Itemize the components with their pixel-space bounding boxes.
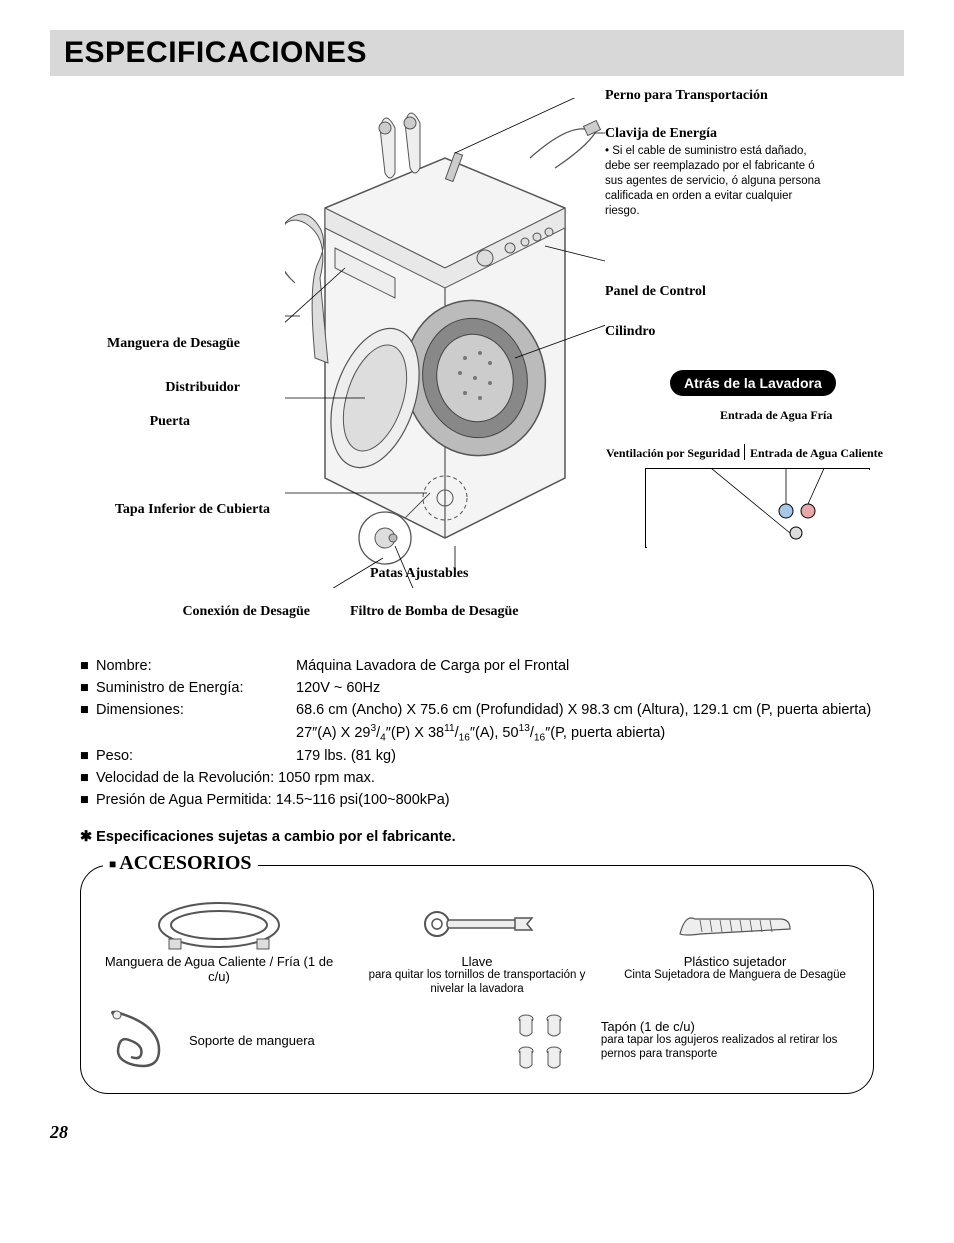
callout-panel: Panel de Control [605, 284, 706, 300]
accessories-box: ACCESORIOS Manguera de Agua Caliente / F… [80, 865, 874, 1094]
rear-diagram-svg [646, 469, 871, 549]
plug-icon [503, 1005, 583, 1075]
diagram-area: Perno para Transportación Clavija de Ene… [50, 88, 904, 648]
callout-manguera: Manguera de Desagüe [50, 336, 240, 352]
hose-icon [99, 894, 339, 954]
callout-distribuidor: Distribuidor [50, 380, 240, 396]
spec-velocidad: ■ Velocidad de la Revolución: 1050 rpm m… [80, 768, 874, 790]
rear-fria: Entrada de Agua Fría [720, 408, 832, 423]
callout-tapa: Tapa Inferior de Cubierta [50, 502, 270, 518]
acc-tapon-icon-col [371, 1005, 583, 1075]
callout-filtro: Filtro de Bomba de Desagüe [350, 604, 519, 620]
callout-clavija: Clavija de Energía • Si el cable de sumi… [605, 126, 825, 219]
rear-diagram-box [645, 468, 870, 548]
spec-dim-inches: 27″(A) X 293/4″(P) X 3811/16″(A), 5013/1… [296, 721, 874, 746]
spec-dimensiones: ■ Dimensiones: 68.6 cm (Ancho) X 75.6 cm… [80, 700, 874, 722]
hose-support-icon [99, 1005, 179, 1075]
callout-conexion: Conexión de Desagüe [50, 604, 310, 620]
rear-ventilacion: Ventilación por Seguridad [580, 446, 740, 461]
acc-hose: Manguera de Agua Caliente / Fría (1 de c… [99, 894, 339, 997]
callout-puerta: Puerta [50, 414, 190, 430]
rear-badge: Atrás de la Lavadora [670, 370, 836, 396]
washer-illustration [285, 98, 605, 588]
strap-icon [615, 894, 855, 954]
acc-llave: Llave para quitar los tornillos de trans… [357, 894, 597, 997]
acc-soporte: Soporte de manguera [99, 1005, 353, 1075]
specs-list: ■ Nombre: Máquina Lavadora de Carga por … [50, 656, 904, 811]
rear-divider [744, 444, 745, 460]
acc-tapon: Tapón (1 de c/u) para tapar los agujeros… [601, 1005, 855, 1075]
spec-presion: ■ Presión de Agua Permitida: 14.5~116 ps… [80, 790, 874, 812]
wrench-icon [357, 894, 597, 954]
accessories-title: ACCESORIOS [103, 852, 258, 875]
title-bar: ESPECIFICACIONES [50, 30, 904, 76]
rear-caliente: Entrada de Agua Caliente [750, 446, 883, 461]
acc-plastico: Plástico sujetador Cinta Sujetadora de M… [615, 894, 855, 997]
page-number: 28 [50, 1122, 904, 1143]
callout-perno: Perno para Transportación [605, 88, 768, 104]
callout-cilindro: Cilindro [605, 324, 655, 340]
spec-note: ✱ Especificaciones sujetas a cambio por … [50, 829, 904, 845]
spec-peso: ■ Peso: 179 lbs. (81 kg) [80, 746, 874, 768]
spec-nombre: ■ Nombre: Máquina Lavadora de Carga por … [80, 656, 874, 678]
page-title: ESPECIFICACIONES [64, 36, 890, 70]
callout-patas: Patas Ajustables [370, 566, 468, 582]
spec-suministro: ■ Suministro de Energía: 120V ~ 60Hz [80, 678, 874, 700]
